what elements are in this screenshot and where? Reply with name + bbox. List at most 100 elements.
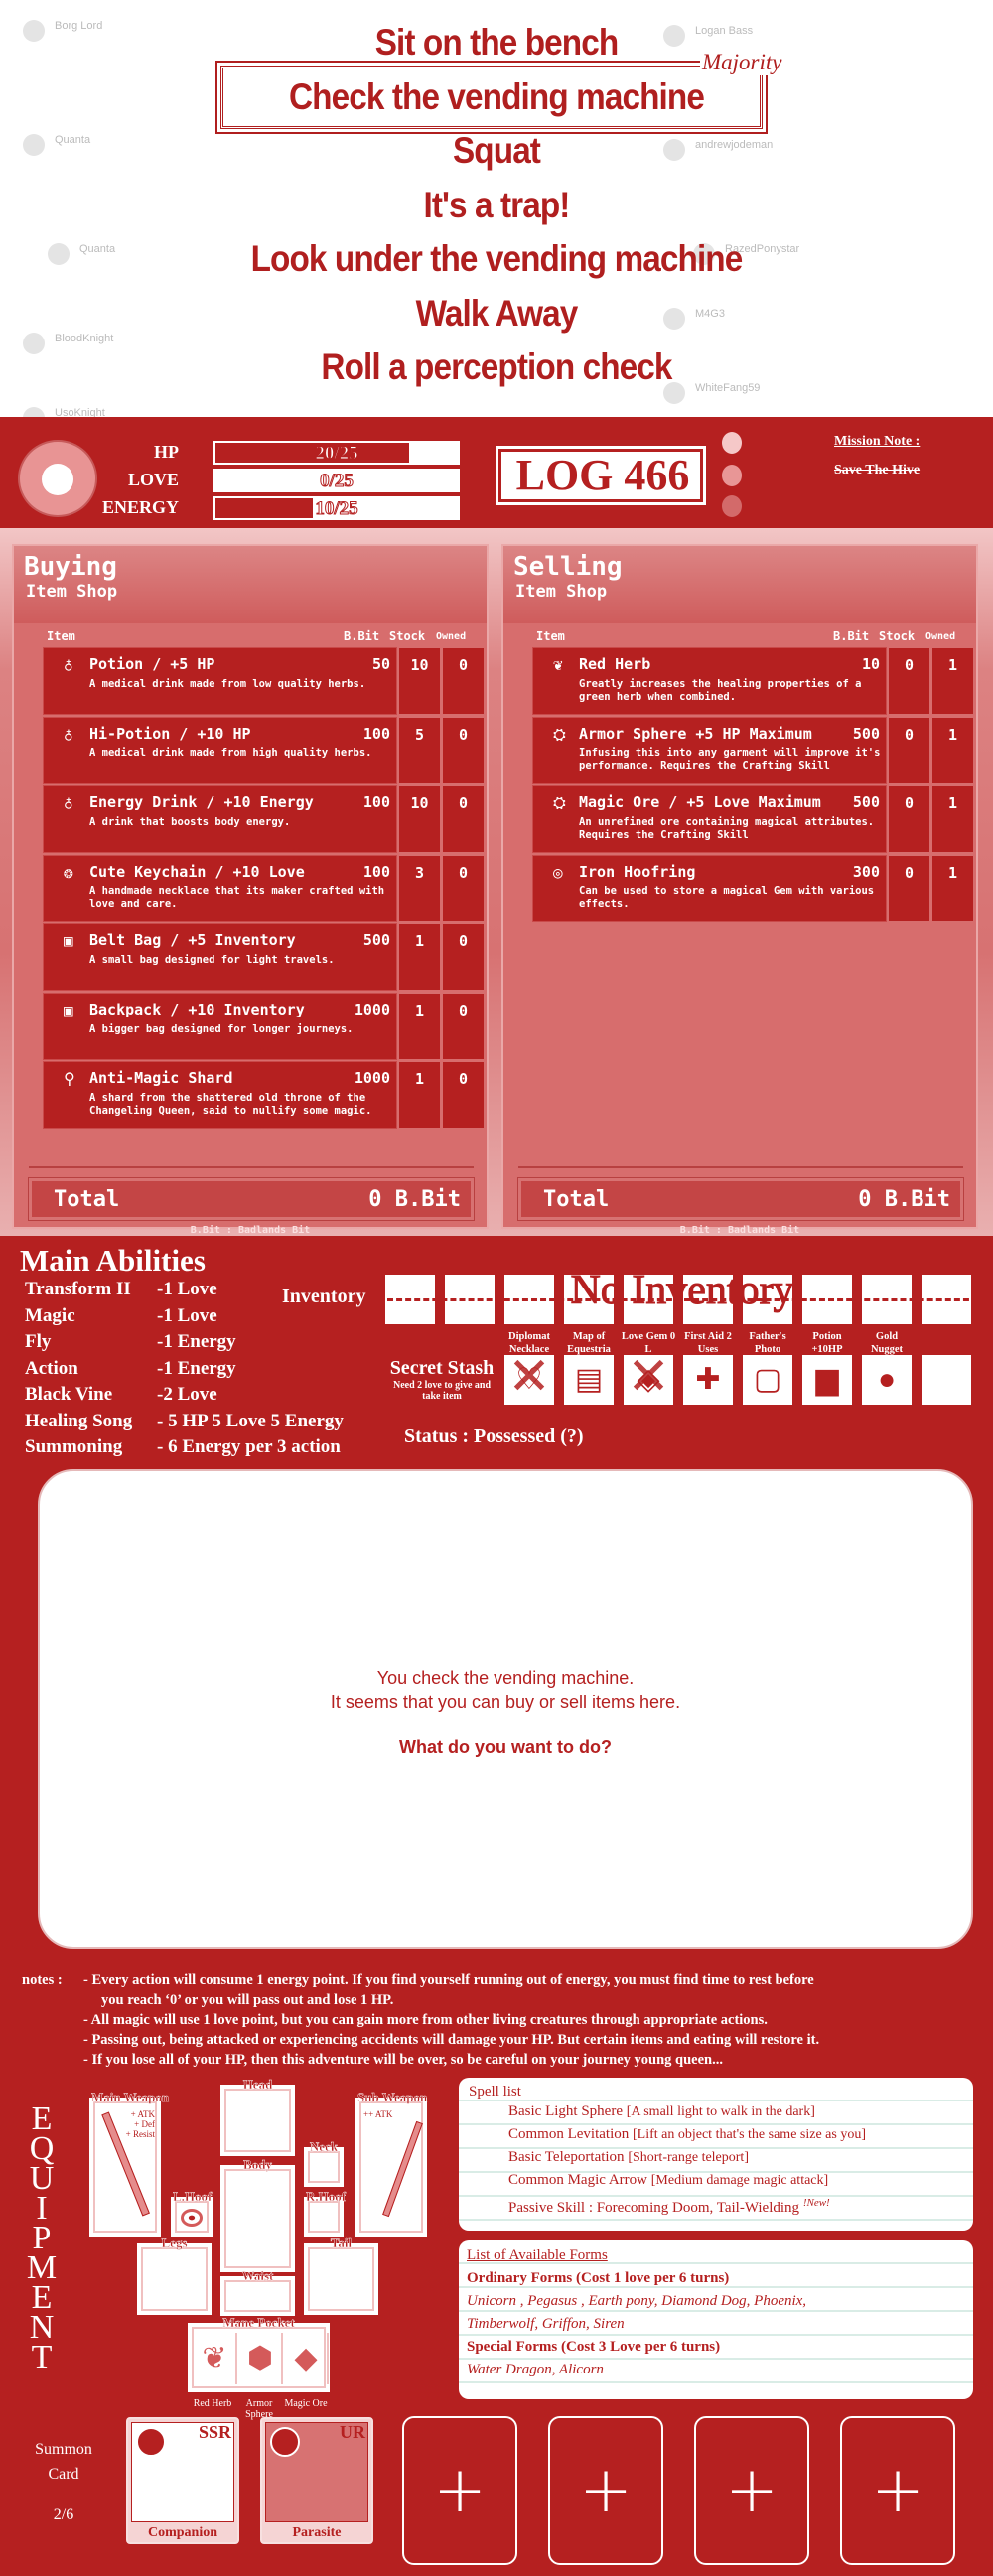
poll-option[interactable]: Look under the vending machine [250, 238, 744, 279]
spell-name: Common Magic Arrow [508, 2172, 647, 2188]
ability-row: Action -1 Energy [20, 1358, 344, 1385]
comment: UsoKnight [23, 407, 105, 417]
comment: Quanta [48, 243, 115, 265]
stash-slot[interactable]: ▢ [743, 1355, 792, 1405]
total-bar: Total 0 B.Bit [517, 1177, 964, 1221]
equip-slot-waist[interactable]: Waist [220, 2268, 295, 2316]
equipment-letter: N [29, 2309, 55, 2346]
poll-option[interactable]: Roll a perception check [321, 346, 672, 387]
dialog-line: You check the vending machine. [376, 1668, 635, 1688]
spell-item: Basic Light Sphere [A small light to wal… [508, 2101, 963, 2123]
stash-slot[interactable]: ● [862, 1355, 912, 1405]
summon-card-companion[interactable]: SSR Companion [126, 2417, 239, 2544]
stash-slot[interactable]: ▆ [802, 1355, 852, 1405]
equipment-letter: Q [29, 2130, 55, 2167]
weapon-stat: ++ ATK [363, 2109, 393, 2119]
equip-slot-r-hoof[interactable]: R.Hoof [304, 2189, 346, 2237]
shop-item-row[interactable]: ♁ Hi-Potion / +10 HP 100 A medical drink ma… [43, 716, 484, 784]
poll-option[interactable]: Sit on the bench [374, 22, 620, 63]
ability-cost: -1 Energy [157, 1331, 236, 1352]
shop-item-row[interactable]: ❂ Cute Keychain / +10 Love 100 A handmade n… [43, 854, 484, 922]
stash-slot[interactable]: ♡ [504, 1353, 554, 1405]
equip-slot-body[interactable]: Body [220, 2157, 295, 2272]
shop-item-row[interactable]: ▣ Belt Bag / +5 Inventory 500 A small bag d… [43, 923, 484, 991]
ability-name: Black Vine [25, 1384, 113, 1405]
potion-icon: ♁ [64, 655, 73, 674]
stash-slot[interactable]: ◈ [624, 1353, 673, 1405]
item-name: Cute Keychain / +10 Love [89, 862, 305, 881]
total-value: 0 B.Bit [368, 1187, 461, 1212]
commenter-name: M4G3 [695, 308, 725, 320]
special-forms-list: Water Dragon, Alicorn [467, 2362, 604, 2377]
stash-slot[interactable]: ▤ [564, 1355, 614, 1405]
add-summon-slot[interactable]: + [840, 2416, 955, 2565]
indicator-dot [722, 465, 742, 486]
add-summon-slot[interactable]: + [548, 2416, 663, 2565]
first-aid-icon: ✚ [695, 1363, 721, 1396]
item-name: Iron Hoofring [579, 862, 696, 881]
item-price: 100 [362, 724, 390, 743]
item-cell: ♁ Hi-Potion / +10 HP 100 A medical drink ma… [43, 716, 397, 784]
summon-card-parasite[interactable]: UR Parasite [260, 2417, 373, 2544]
equipment-letter: U [29, 2160, 55, 2197]
mission-note-value: Save The Hive [834, 463, 921, 477]
equip-slot-mane-pocket[interactable]: Mane Pocket ❦ ⬢ ◆ [188, 2315, 330, 2392]
shop-item-row[interactable]: ♁ Potion / +5 HP 50 A medical drink made fr… [43, 647, 484, 715]
commenter-name: Borg Lord [55, 20, 103, 32]
stash-slot[interactable]: ✚ [683, 1355, 733, 1405]
potion-icon: ▆ [815, 1363, 839, 1396]
equip-slot-legs[interactable]: Legs [137, 2236, 212, 2315]
add-summon-slot[interactable]: + [694, 2416, 809, 2565]
item-price: 10 [861, 655, 880, 673]
stat-value: 20/25 [315, 443, 358, 465]
item-stock: 1 [399, 924, 440, 990]
total-label: Total [543, 1187, 610, 1212]
gem-icon: ◈ [637, 1363, 660, 1396]
comment: BloodKnight [23, 333, 113, 354]
equip-slot-sub-weapon[interactable]: Sub Weapon ++ ATK [355, 2090, 427, 2237]
poll-option[interactable]: Walk Away [415, 292, 579, 334]
shop-item-row[interactable]: ♁ Energy Drink / +10 Energy 100 A drink tha… [43, 785, 484, 853]
equip-slot-tail[interactable]: Tail [304, 2236, 378, 2315]
forms-title: List of Available Forms [467, 2247, 608, 2263]
equip-slot-l-hoof[interactable]: L.Hoof [171, 2189, 213, 2237]
currency-footnote: B.Bit : Badlands Bit [190, 1225, 311, 1236]
ability-row: Fly -1 Energy [20, 1331, 344, 1358]
equipment-letter: P [32, 2220, 52, 2256]
avatar [23, 20, 45, 42]
shop-item-row[interactable]: ⚲ Anti-Magic Shard 1000 A shard from the sh… [43, 1061, 484, 1129]
shop-item-row[interactable]: ▣ Backpack / +10 Inventory 1000 A bigger ba… [43, 992, 484, 1060]
shop-item-row[interactable]: ⛭ Armor Sphere +5 HP Maximum 500 Infusing t… [532, 716, 973, 784]
shop-item-row[interactable]: ❦ Red Herb 10 Greatly increases the healing… [532, 647, 973, 715]
poll-option[interactable]: It's a trap! [423, 184, 570, 225]
item-stock: 5 [399, 717, 440, 783]
necklace-icon: ♡ [515, 1363, 543, 1396]
commenter-name: UsoKnight [55, 407, 105, 417]
avatar [663, 139, 685, 161]
note-line: - Passing out, being attacked or experie… [83, 2032, 820, 2048]
poll-option-majority[interactable]: Check the vending machine [289, 75, 705, 117]
equip-slot-main-weapon[interactable]: Main Weapon + ATK + Def + Resist [89, 2090, 169, 2237]
spell-description: !New! [802, 2197, 830, 2209]
item-name: Hi-Potion / +10 HP [89, 724, 251, 743]
avatar [23, 407, 45, 417]
panel-title: Selling [513, 552, 623, 582]
item-description: A drink that boosts body energy. [89, 816, 291, 828]
magic-ore-icon: ◆ [285, 2333, 329, 2384]
weapon-stat: + Resist [125, 2129, 155, 2139]
stat-bar-hp: 20/25 [213, 441, 460, 465]
column-header-owned: Owned [925, 631, 956, 642]
item-description: A medical drink made from low quality he… [89, 678, 366, 690]
poll-option[interactable]: Squat [452, 130, 541, 171]
item-cell: ⛭ Armor Sphere +5 HP Maximum 500 Infusing t… [532, 716, 887, 784]
equip-slot-neck[interactable]: Neck [304, 2139, 344, 2187]
stash-slot[interactable] [922, 1355, 971, 1405]
comment: Borg Lord [23, 20, 103, 42]
ability-name: Transform II [25, 1279, 131, 1299]
indicator-dot [722, 495, 742, 517]
item-stock: 10 [399, 648, 440, 714]
add-summon-slot[interactable]: + [402, 2416, 517, 2565]
shop-item-row[interactable]: ◎ Iron Hoofring 300 Can be used to store a … [532, 854, 973, 922]
equip-slot-head[interactable]: Head [220, 2077, 295, 2156]
shop-item-row[interactable]: ⛭ Magic Ore / +5 Love Maximum 500 An unrefi… [532, 785, 973, 853]
